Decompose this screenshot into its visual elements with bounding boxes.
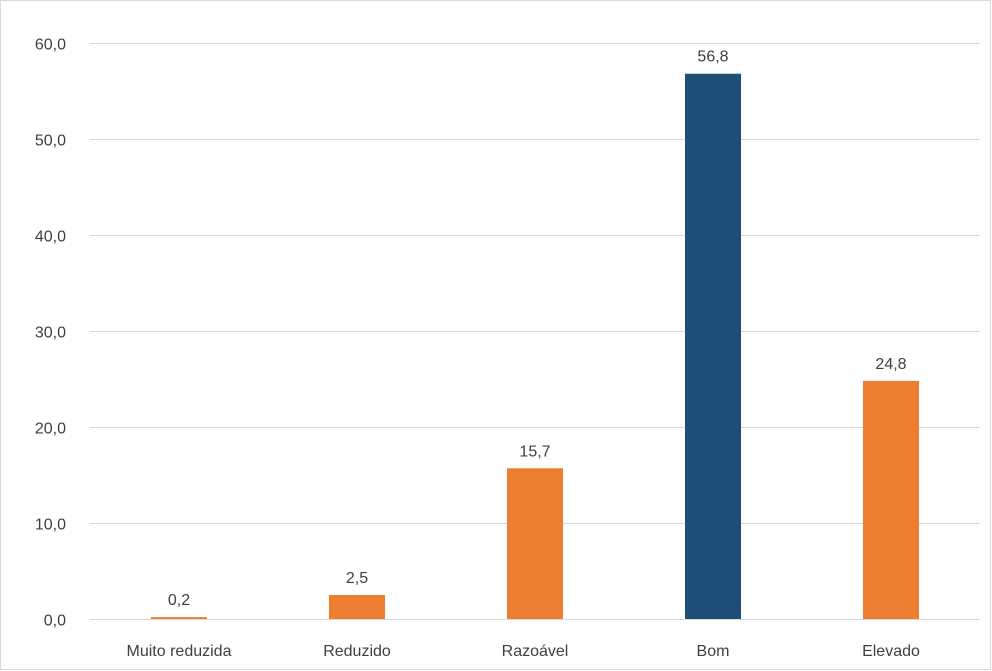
bars bbox=[151, 73, 919, 620]
y-tick-label: 60,0 bbox=[35, 37, 66, 54]
y-tick-label: 20,0 bbox=[35, 421, 66, 438]
y-axis-ticks: 0,0 10,0 20,0 30,0 40,0 50,0 60,0 bbox=[35, 37, 66, 630]
gridlines bbox=[90, 43, 980, 620]
x-axis-ticks: Muito reduzida Reduzido Razoável Bom Elevado bbox=[127, 643, 920, 660]
x-tick-label: Bom bbox=[697, 643, 730, 660]
bar bbox=[685, 73, 741, 620]
data-label: 15,7 bbox=[519, 443, 550, 460]
y-tick-label: 40,0 bbox=[35, 229, 66, 246]
bar bbox=[507, 468, 563, 619]
y-tick-label: 10,0 bbox=[35, 517, 66, 534]
x-tick-label: Elevado bbox=[862, 643, 920, 660]
x-tick-label: Reduzido bbox=[323, 643, 391, 660]
y-tick-label: 0,0 bbox=[44, 613, 66, 630]
x-tick-label: Muito reduzida bbox=[127, 643, 232, 660]
bar bbox=[329, 595, 385, 619]
data-label: 56,8 bbox=[697, 49, 728, 66]
data-label: 2,5 bbox=[346, 570, 368, 587]
data-label: 24,8 bbox=[875, 356, 906, 373]
bar bbox=[863, 380, 919, 619]
data-labels: 0,2 2,5 15,7 56,8 24,8 bbox=[168, 49, 907, 609]
data-label: 0,2 bbox=[168, 592, 190, 609]
bar bbox=[151, 617, 207, 619]
y-tick-label: 30,0 bbox=[35, 325, 66, 342]
x-tick-label: Razoável bbox=[502, 643, 569, 660]
y-tick-label: 50,0 bbox=[35, 133, 66, 150]
